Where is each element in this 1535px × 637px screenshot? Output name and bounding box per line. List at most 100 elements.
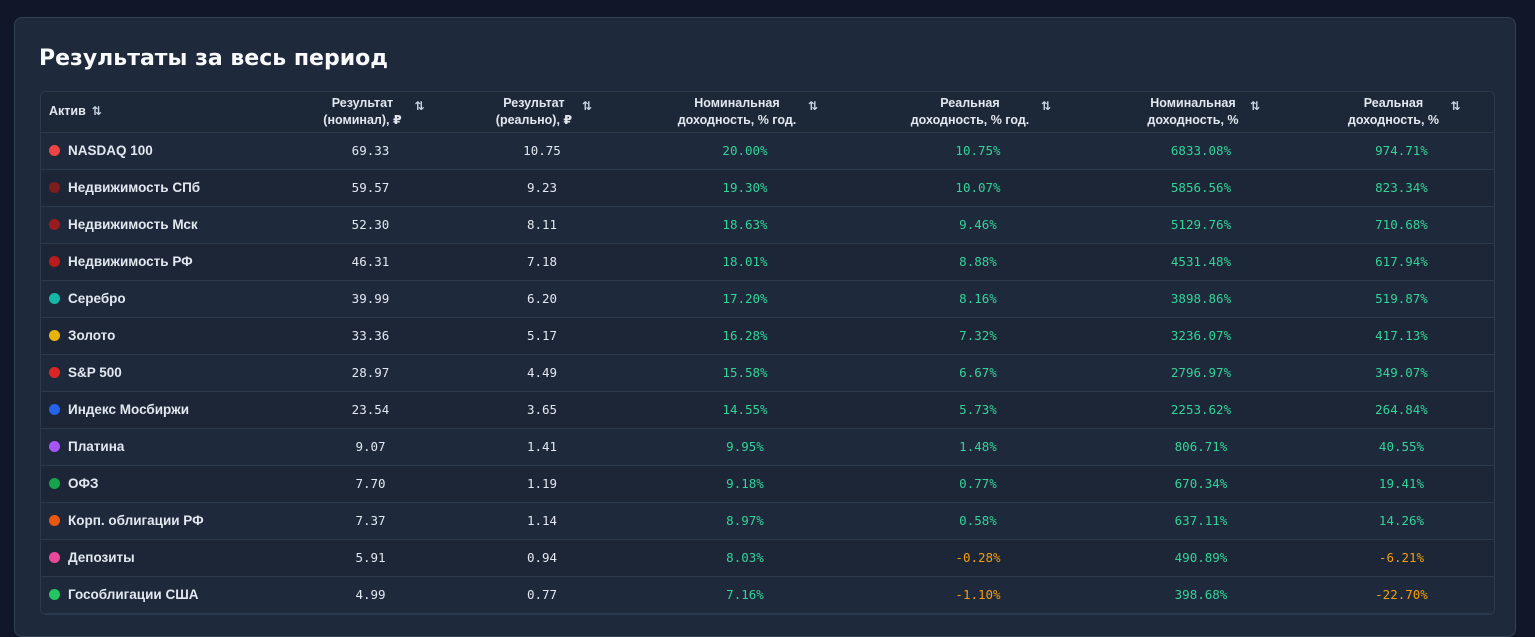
asset-name: S&P 500	[68, 365, 122, 380]
column-header-label: Номинальная доходность, %	[1147, 95, 1239, 127]
real-annual-cell: 8.88%	[959, 254, 997, 269]
result-nominal-cell: 69.33	[351, 143, 390, 158]
real-total-cell: -6.21%	[1378, 550, 1425, 565]
result-nominal-cell: 33.36	[351, 328, 390, 343]
result-real-cell: 5.17	[526, 328, 558, 343]
real-annual-cell: 1.48%	[959, 439, 997, 454]
result-real-cell: 0.94	[526, 550, 558, 565]
real-annual-cell: 0.58%	[959, 513, 997, 528]
real-total-cell: 19.41%	[1378, 476, 1425, 491]
result-real-cell: 9.23	[526, 180, 558, 195]
nominal-annual-cell: 8.03%	[726, 550, 764, 565]
real-total-cell: 823.34%	[1375, 180, 1428, 195]
column-header-label: Результат (номинал), ₽	[323, 95, 402, 127]
asset-color-dot	[49, 182, 60, 193]
asset-color-dot	[49, 367, 60, 378]
nominal-annual-cell: 18.63%	[722, 217, 768, 232]
real-total-cell: 710.68%	[1375, 217, 1428, 232]
column-header-real-total[interactable]: Реальная доходность, % ⇅	[1309, 92, 1494, 133]
column-header-result-real[interactable]: Результат (реально), ₽ ⇅	[457, 92, 627, 133]
table-row: Депозиты 5.91 0.94 8.03% -0.28% 490.89% …	[41, 539, 1494, 576]
nominal-total-cell: 490.89%	[1174, 550, 1228, 565]
asset-color-dot	[49, 589, 60, 600]
column-header-asset[interactable]: Актив ⇅	[41, 92, 284, 133]
nominal-annual-cell: 15.58%	[722, 365, 768, 380]
asset-name: Депозиты	[68, 550, 135, 565]
real-total-cell: 974.71%	[1375, 143, 1428, 158]
nominal-total-cell: 806.71%	[1174, 439, 1228, 454]
asset-name: Индекс Мосбиржи	[68, 402, 189, 417]
real-annual-cell: -1.10%	[955, 587, 1001, 602]
nominal-annual-cell: 9.95%	[726, 439, 764, 454]
sort-icon: ⇅	[1040, 99, 1052, 114]
nominal-total-cell: 637.11%	[1174, 513, 1228, 528]
result-real-cell: 4.49	[526, 365, 558, 380]
table-row: ОФЗ 7.70 1.19 9.18% 0.77% 670.34% 19.41%	[41, 465, 1494, 502]
results-table: Актив ⇅ Результат (номинал), ₽ ⇅ Результ…	[40, 91, 1495, 615]
column-header-real-annual[interactable]: Реальная доходность, % год. ⇅	[863, 92, 1093, 133]
nominal-annual-cell: 8.97%	[726, 513, 764, 528]
sort-icon: ⇅	[1450, 99, 1461, 114]
table-row: Золото 33.36 5.17 16.28% 7.32% 3236.07% …	[41, 317, 1494, 354]
asset-color-dot	[49, 256, 60, 267]
asset-color-dot	[49, 145, 60, 156]
result-real-cell: 1.19	[526, 476, 558, 491]
result-real-cell: 0.77	[526, 587, 558, 602]
column-header-nominal-total[interactable]: Номинальная доходность, % ⇅	[1093, 92, 1309, 133]
result-nominal-cell: 7.70	[355, 476, 386, 491]
nominal-total-cell: 398.68%	[1174, 587, 1228, 602]
asset-name: Корп. облигации РФ	[68, 513, 204, 528]
nominal-annual-cell: 14.55%	[722, 402, 768, 417]
result-nominal-cell: 4.99	[355, 587, 386, 602]
result-real-cell: 10.75	[523, 143, 561, 158]
result-nominal-cell: 5.91	[355, 550, 386, 565]
asset-color-dot	[49, 404, 60, 415]
real-annual-cell: 7.32%	[959, 328, 997, 343]
nominal-annual-cell: 17.20%	[722, 291, 768, 306]
real-annual-cell: 0.77%	[959, 476, 997, 491]
real-annual-cell: 10.07%	[955, 180, 1001, 195]
sort-icon: ⇅	[414, 99, 425, 114]
asset-name: Золото	[68, 328, 116, 343]
nominal-total-cell: 4531.48%	[1170, 254, 1232, 269]
panel-title: Результаты за весь период	[39, 46, 389, 71]
result-real-cell: 3.65	[526, 402, 558, 417]
real-annual-cell: 9.46%	[959, 217, 997, 232]
result-real-cell: 1.14	[526, 513, 558, 528]
column-header-nominal-annual[interactable]: Номинальная доходность, % год. ⇅	[627, 92, 863, 133]
table-row: Недвижимость РФ 46.31 7.18 18.01% 8.88% …	[41, 243, 1494, 280]
result-nominal-cell: 28.97	[351, 365, 390, 380]
column-header-label: Результат (реально), ₽	[495, 95, 573, 127]
asset-name: Платина	[68, 439, 125, 454]
table-row: Гособлигации США 4.99 0.77 7.16% -1.10% …	[41, 576, 1494, 613]
nominal-annual-cell: 19.30%	[722, 180, 768, 195]
real-total-cell: 264.84%	[1375, 402, 1428, 417]
result-nominal-cell: 23.54	[351, 402, 390, 417]
nominal-total-cell: 2796.97%	[1170, 365, 1232, 380]
table-row: Корп. облигации РФ 7.37 1.14 8.97% 0.58%…	[41, 502, 1494, 539]
real-total-cell: 14.26%	[1378, 513, 1425, 528]
asset-color-dot	[49, 293, 60, 304]
real-annual-cell: 5.73%	[959, 402, 997, 417]
nominal-annual-cell: 16.28%	[722, 328, 768, 343]
results-panel: Результаты за весь период Актив ⇅	[14, 17, 1516, 637]
column-header-result-nominal[interactable]: Результат (номинал), ₽ ⇅	[284, 92, 457, 133]
nominal-total-cell: 2253.62%	[1170, 402, 1232, 417]
sort-icon: ⇅	[581, 99, 593, 114]
table-row: Недвижимость Мск 52.30 8.11 18.63% 9.46%…	[41, 206, 1494, 243]
result-nominal-cell: 7.37	[355, 513, 386, 528]
asset-color-dot	[49, 515, 60, 526]
real-total-cell: -22.70%	[1375, 587, 1428, 602]
asset-color-dot	[49, 330, 60, 341]
column-header-label: Реальная доходность, % год.	[910, 95, 1030, 127]
result-real-cell: 6.20	[526, 291, 558, 306]
column-header-label: Номинальная доходность, % год.	[677, 95, 797, 127]
asset-color-dot	[49, 478, 60, 489]
result-nominal-cell: 9.07	[355, 439, 386, 454]
table-row: S&P 500 28.97 4.49 15.58% 6.67% 2796.97%…	[41, 354, 1494, 391]
result-nominal-cell: 59.57	[351, 180, 390, 195]
result-nominal-cell: 39.99	[351, 291, 390, 306]
asset-name: Гособлигации США	[68, 587, 199, 602]
asset-color-dot	[49, 552, 60, 563]
column-header-label: Актив	[49, 104, 86, 119]
